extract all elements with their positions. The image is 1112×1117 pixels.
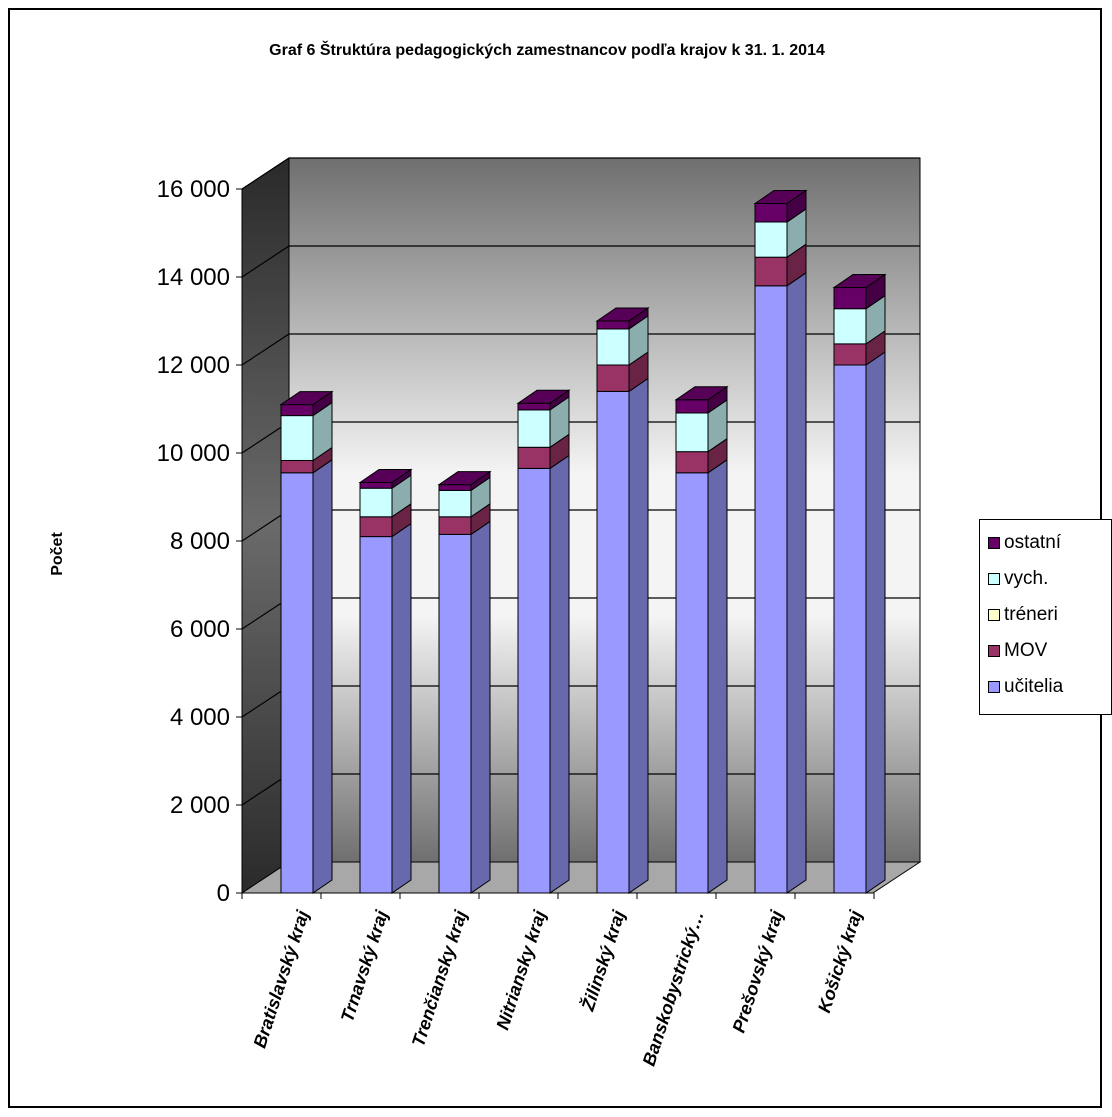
bar-top bbox=[516, 389, 571, 404]
x-tick-label: Žilinský kraj bbox=[576, 907, 629, 1014]
bar-segment-front bbox=[675, 399, 709, 414]
bar-segment-front bbox=[675, 451, 709, 474]
y-tick-label: 10 000 bbox=[157, 440, 230, 467]
bar-segment-front bbox=[833, 364, 867, 894]
y-tick-label: 8 000 bbox=[170, 528, 230, 555]
gridline bbox=[241, 157, 920, 190]
bar-segment-side bbox=[391, 522, 412, 894]
bars bbox=[279, 189, 887, 894]
legend-swatch bbox=[988, 573, 1000, 585]
x-tick-label: Bratislavský kraj bbox=[250, 907, 314, 1050]
bar-segment-side bbox=[786, 271, 807, 894]
legend-swatch bbox=[988, 537, 1000, 549]
bar-segment-front bbox=[359, 487, 393, 518]
legend-item: učitelia bbox=[988, 676, 1063, 698]
bar-segment-front bbox=[754, 256, 788, 287]
y-tick-label: 2 000 bbox=[170, 792, 230, 819]
y-tick-label: 14 000 bbox=[157, 264, 230, 291]
x-tick-label: Nitriansky kraj bbox=[492, 907, 550, 1032]
bar-segment-front bbox=[517, 467, 551, 894]
bar-segment-side bbox=[470, 520, 491, 894]
bar-segment-front bbox=[438, 484, 472, 491]
legend-label: MOV bbox=[1004, 640, 1048, 661]
bar-top bbox=[832, 274, 887, 289]
bar-segment-front bbox=[833, 287, 867, 310]
y-tick-label: 12 000 bbox=[157, 352, 230, 379]
y-tick-label: 0 bbox=[217, 880, 230, 907]
legend-swatch bbox=[988, 681, 1000, 693]
bar-segment-side bbox=[312, 458, 333, 894]
floor bbox=[240, 861, 922, 894]
bar-stack bbox=[674, 385, 729, 894]
bar-segment-front bbox=[596, 390, 630, 894]
bar-top bbox=[437, 471, 492, 486]
bar-segment-front bbox=[517, 409, 551, 448]
bar-segment-front bbox=[833, 308, 867, 345]
bar-top bbox=[279, 391, 334, 406]
legend-item: vych. bbox=[988, 568, 1048, 590]
bar-segment-front bbox=[280, 415, 314, 461]
bar-stack bbox=[595, 307, 650, 894]
bar-segment-side bbox=[549, 454, 570, 894]
legend-item: tréneri bbox=[988, 604, 1058, 626]
x-tick-labels: Bratislavský kraj Trnavský kraj Trenčiansk… bbox=[250, 907, 867, 1069]
bar-segment-front bbox=[438, 533, 472, 894]
y-tick-labels: 0 2 000 4 000 6 000 8 000 10 000 12 000 14 000 1… bbox=[157, 176, 230, 907]
legend-label: učitelia bbox=[1004, 676, 1064, 697]
bar-stack bbox=[516, 389, 571, 894]
bar-segment-front bbox=[280, 459, 314, 474]
legend-label: vych. bbox=[1004, 568, 1049, 589]
bar-stack bbox=[358, 468, 413, 894]
bar-stack bbox=[753, 189, 808, 894]
bar-segment-front bbox=[438, 489, 472, 518]
bar-segment-front bbox=[596, 364, 630, 392]
chart-title: Graf 6 Štruktúra pedagogických zamestnan… bbox=[269, 42, 825, 59]
x-tick-label: Trenčiansky kraj bbox=[408, 907, 471, 1049]
legend-swatch bbox=[988, 645, 1000, 657]
y-tick-label: 4 000 bbox=[170, 704, 230, 731]
bar-segment-front bbox=[833, 343, 867, 366]
bar-stack bbox=[279, 390, 334, 894]
bar-segment-front bbox=[675, 412, 709, 453]
gridline bbox=[241, 245, 920, 278]
chart-walls bbox=[240, 157, 922, 894]
bar-segment-front bbox=[359, 536, 393, 894]
bar-stack bbox=[437, 470, 492, 894]
bar-segment-front bbox=[280, 404, 314, 417]
legend-label: tréneri bbox=[1004, 604, 1058, 625]
bar-segment-side bbox=[707, 458, 728, 894]
x-tick-label: Prešovský kraj bbox=[729, 907, 788, 1035]
legend-label: ostatní bbox=[1004, 532, 1062, 553]
bar-segment-front bbox=[675, 472, 709, 894]
legend-swatch bbox=[988, 609, 1000, 621]
bar-segment-front bbox=[754, 221, 788, 258]
bar-segment-front bbox=[754, 285, 788, 894]
legend-item: MOV bbox=[988, 640, 1047, 662]
x-tick-label: Trnavský kraj bbox=[337, 907, 392, 1024]
bar-segment-front bbox=[438, 516, 472, 535]
y-tick-label: 6 000 bbox=[170, 616, 230, 643]
legend: ostatní vych. tréneri MOV učitelia bbox=[979, 519, 1112, 715]
bar-segment-front bbox=[754, 203, 788, 223]
bar-segment-side bbox=[865, 351, 886, 894]
x-tick-label: Košický kraj bbox=[814, 907, 866, 1015]
bar-segment-front bbox=[596, 328, 630, 366]
bar-top bbox=[595, 307, 650, 322]
bar-segment-front bbox=[359, 481, 393, 489]
bar-top bbox=[358, 468, 413, 483]
bar-segment-front bbox=[517, 402, 551, 411]
legend-item: ostatní bbox=[988, 532, 1061, 554]
bar-top bbox=[753, 190, 808, 205]
bar-segment-front bbox=[596, 320, 630, 330]
y-tick-label: 16 000 bbox=[157, 176, 230, 203]
bar-segment-front bbox=[359, 516, 393, 538]
bar-segment-front bbox=[280, 472, 314, 894]
bar-stack bbox=[832, 273, 887, 894]
gridline bbox=[241, 333, 920, 366]
bar-segment-front bbox=[517, 446, 551, 469]
x-tick-label: Banskobystrický… bbox=[639, 908, 708, 1068]
bar-top bbox=[674, 386, 729, 401]
bar-segment-side bbox=[628, 377, 649, 894]
